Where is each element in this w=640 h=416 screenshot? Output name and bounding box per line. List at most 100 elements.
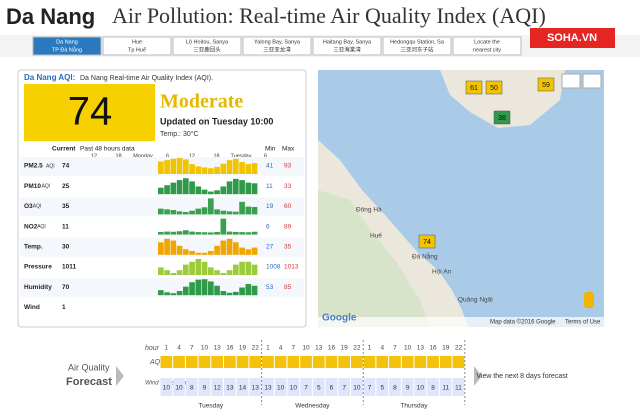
wind-cell <box>287 378 300 396</box>
history-bar <box>164 209 170 215</box>
wind-value: 7 <box>304 385 308 392</box>
wind-cell <box>236 378 249 396</box>
hour: 7 <box>190 345 194 352</box>
map-marker[interactable] <box>537 77 555 92</box>
next-forecast[interactable]: View the next 8 days forecast <box>476 373 567 380</box>
history-bar <box>201 279 208 296</box>
wind-cell <box>274 378 287 396</box>
map-marker[interactable] <box>465 80 483 95</box>
tab[interactable] <box>172 36 242 56</box>
map-control[interactable] <box>582 73 602 89</box>
history-bar <box>201 167 208 174</box>
wind-value: 10 <box>290 385 298 392</box>
history-bar <box>245 206 252 215</box>
time-label: Monday <box>133 153 153 159</box>
row-min: 11 <box>266 183 273 190</box>
wind-cell <box>452 378 465 396</box>
place: Quảng Ngãi <box>458 297 493 304</box>
history-bar <box>201 252 208 255</box>
history-bar <box>176 291 183 296</box>
history-bar <box>233 291 239 296</box>
history-bar <box>170 231 177 235</box>
history-bar <box>208 191 214 195</box>
history-bar <box>183 264 189 275</box>
wind-value: 9 <box>406 385 410 392</box>
history-bar <box>189 164 195 174</box>
wind-value: 14 <box>239 385 247 392</box>
wind-cell <box>401 378 414 396</box>
history-bar <box>245 232 252 235</box>
aqi-cell <box>300 356 312 368</box>
history-bar <box>170 273 177 275</box>
tab-local: TP Đà Nẵng <box>52 46 82 53</box>
history-bar <box>183 178 189 195</box>
history-bar <box>214 231 220 235</box>
aqi-level: Moderate <box>160 91 243 113</box>
history-bar <box>251 231 258 235</box>
tab[interactable] <box>102 36 172 56</box>
row-name: Humidity <box>24 284 52 291</box>
tab[interactable] <box>32 36 102 56</box>
history-bar <box>183 249 189 255</box>
wind-value: 9 <box>203 385 207 392</box>
tab[interactable] <box>452 36 522 56</box>
history-bar <box>226 211 233 215</box>
time-label: 6 <box>264 153 267 159</box>
history-bar <box>189 181 195 195</box>
map-marker-label: 50 <box>490 85 498 92</box>
tab[interactable] <box>242 36 312 56</box>
terms[interactable]: Terms of Use <box>565 320 601 326</box>
map-control[interactable] <box>561 73 581 89</box>
map-marker[interactable] <box>485 80 503 95</box>
history-bar <box>164 270 170 275</box>
map-marker[interactable] <box>493 110 511 125</box>
wind-value: 10 <box>277 385 285 392</box>
history-bar <box>170 158 177 174</box>
row-name: Pressure <box>24 264 52 271</box>
wind-value: 11 <box>442 385 449 392</box>
history-bar <box>233 242 239 255</box>
panel-heading: Da Nang AQI: <box>24 73 75 82</box>
time-label: 18 <box>115 153 121 159</box>
history-bar <box>195 208 202 215</box>
pegman[interactable] <box>584 292 594 308</box>
row-current: 70 <box>62 284 70 291</box>
history-bar <box>226 231 233 235</box>
history-bar <box>226 238 233 255</box>
history-bar <box>164 238 170 255</box>
arrow-left <box>116 366 124 386</box>
map[interactable]: Map data ©2016 Google Terms of Use Googl… <box>318 70 604 327</box>
hour: 4 <box>177 345 181 352</box>
aqi-cell <box>211 356 223 368</box>
tab[interactable] <box>312 36 382 56</box>
history-bar <box>245 164 252 174</box>
map-marker[interactable] <box>418 234 436 249</box>
history-bar <box>226 292 233 296</box>
history-bar <box>189 210 195 215</box>
hour: 13 <box>417 345 425 352</box>
history-bar <box>220 210 227 215</box>
history-bar <box>239 180 245 195</box>
col-max: Max <box>282 146 295 153</box>
time-label: 12 <box>189 153 195 159</box>
hour: 1 <box>266 345 270 352</box>
history-bar <box>251 163 258 174</box>
history-bar <box>233 264 239 275</box>
hour: 10 <box>201 345 209 352</box>
hour-label: hour <box>145 345 160 352</box>
aqi-cell <box>439 356 452 368</box>
history-bar <box>214 270 220 275</box>
history-bar <box>239 247 245 255</box>
arrow-right[interactable] <box>474 366 482 386</box>
hour: 16 <box>429 345 437 352</box>
temp: Temp.: 30°C <box>160 130 199 138</box>
aqi-cell <box>452 356 465 368</box>
wind-cell <box>389 378 401 396</box>
tab[interactable] <box>382 36 452 56</box>
aqi-box <box>24 84 155 141</box>
hour: 13 <box>315 345 323 352</box>
history-bar <box>170 210 177 215</box>
wind-value: 7 <box>342 385 346 392</box>
updated: Updated on Tuesday 10:00 <box>160 116 273 126</box>
row-bg <box>20 197 304 217</box>
